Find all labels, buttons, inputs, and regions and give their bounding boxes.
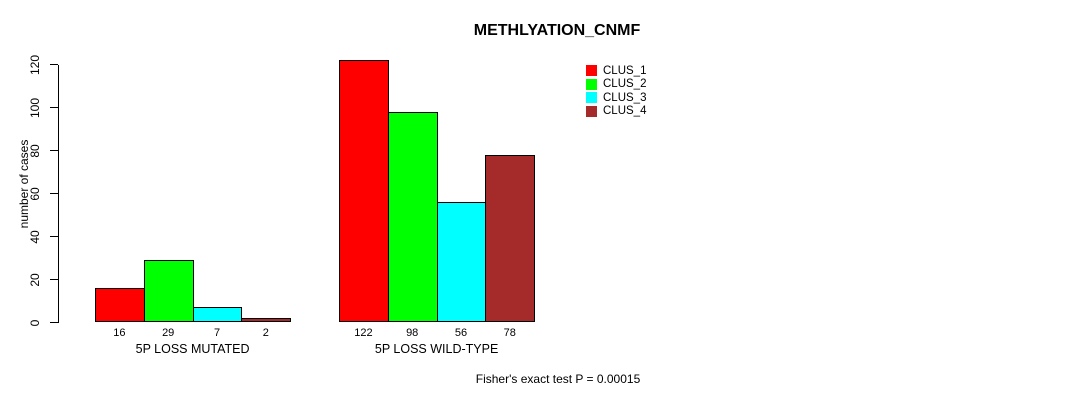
legend-color-swatch [586,65,597,77]
bar-value-label: 78 [503,326,516,339]
bar-clus_3-group2 [436,202,487,323]
y-axis-tick [50,322,58,323]
y-axis-line [58,64,59,323]
y-axis-tick-label: 100 [28,97,42,118]
y-axis-tick-label: 20 [28,272,42,287]
y-axis-tick-label: 80 [28,143,42,158]
legend-color-swatch [586,78,597,90]
y-axis-tick [50,107,58,108]
y-axis-tick [50,64,58,65]
legend-color-swatch [586,92,597,104]
bar-value-label: 7 [213,326,221,339]
bar-clus_1-group2 [339,60,389,323]
category-label: 5P LOSS MUTATED [135,341,250,356]
y-axis-tick [50,193,58,194]
bar-clus_1-group1 [95,288,145,323]
category-label: 5P LOSS WILD-TYPE [374,341,499,356]
legend-item-clus_3: CLUS_3 [586,91,646,105]
y-axis-tick-label: 0 [28,319,42,326]
legend-item-label: CLUS_3 [603,91,647,104]
y-axis-tick [50,279,58,280]
y-axis-tick-label: 60 [28,186,42,201]
bar-value-label: 122 [354,326,373,339]
y-axis-tick-label: 120 [28,54,42,75]
chart-title: METHLYATION_CNMF [473,22,641,39]
bar-clus_4-group1 [241,318,292,323]
y-axis-tick [50,150,58,151]
fisher-test-annotation: Fisher's exact test P = 0.00015 [475,372,641,386]
bar-clus_2-group1 [143,260,194,323]
legend-item-label: CLUS_4 [603,105,647,118]
legend-item-label: CLUS_1 [603,64,647,77]
bar-clus_4-group2 [485,154,536,323]
bar-value-label: 56 [454,326,468,339]
bar-value-label: 29 [162,326,175,339]
bar-value-label: 98 [406,326,419,339]
legend-item-clus_2: CLUS_2 [586,78,646,92]
y-axis-tick [50,236,58,237]
legend-item-label: CLUS_2 [603,78,647,91]
legend-item-clus_4: CLUS_4 [586,105,646,119]
y-axis-tick-label: 40 [28,229,42,244]
bar-clus_2-group2 [387,111,438,323]
bar-value-label: 2 [262,326,269,339]
legend: CLUS_1 CLUS_2 CLUS_3 CLUS_4 [586,64,646,118]
bar-clus_3-group1 [192,307,243,323]
bar-value-label: 16 [113,326,126,339]
legend-color-swatch [586,105,597,117]
legend-item-clus_1: CLUS_1 [586,64,646,78]
